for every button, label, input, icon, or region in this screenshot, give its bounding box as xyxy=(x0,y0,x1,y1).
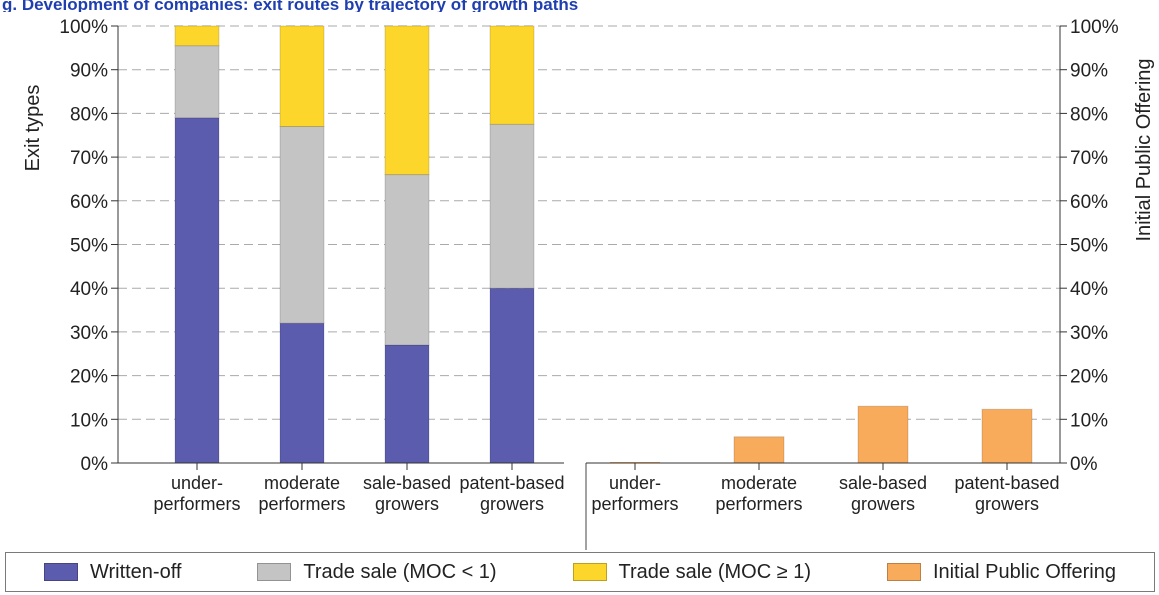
tick-labels: 0% 0% 10% 10% 20% 20% 30% 30% 40% 40% 50% 50% 60% 60%… xyxy=(59,17,1118,514)
y-tick-label-right: 80% xyxy=(1070,104,1108,125)
y-tick-label-left: 40% xyxy=(70,279,108,300)
bar-trade-sale-moc-1 xyxy=(489,25,535,125)
y-tick-label-right: 0% xyxy=(1070,454,1098,475)
y-tick-label-left: 20% xyxy=(70,367,108,388)
bar-written-off xyxy=(174,117,220,464)
y-tick-label-right: 70% xyxy=(1070,148,1108,169)
y-tick-label-right: 90% xyxy=(1070,61,1108,82)
legend: Written-off Trade sale (MOC < 1) Trade s… xyxy=(5,552,1155,592)
bar-written-off xyxy=(384,344,430,464)
x-tick-label: patent-based xyxy=(459,473,564,493)
bar-trade-sale-moc-1 xyxy=(384,174,430,346)
y-tick-label-right: 10% xyxy=(1070,410,1108,431)
bar-trade-sale-moc-1 xyxy=(489,123,535,289)
legend-item-ipo: Initial Public Offering xyxy=(886,560,1116,584)
bar-trade-sale-moc-1 xyxy=(384,25,430,176)
x-tick-label: growers xyxy=(375,494,439,514)
legend-swatch-trade-sale-moc-ge-1 xyxy=(572,563,607,581)
x-tick-label: performers xyxy=(715,494,802,514)
bars xyxy=(174,25,1033,464)
bar-trade-sale-moc-1 xyxy=(279,126,325,324)
y-tick-label-left: 80% xyxy=(70,104,108,125)
exit-routes-chart: g. Development of companies: exit routes… xyxy=(2,0,1155,550)
bar-written-off xyxy=(279,322,325,464)
legend-item-trade-sale-moc-ge-1: Trade sale (MOC ≥ 1) xyxy=(572,560,812,584)
y-tick-label-left: 10% xyxy=(70,410,108,431)
y-tick-label-right: 20% xyxy=(1070,367,1108,388)
y-tick-label-left: 60% xyxy=(70,192,108,213)
y-tick-label-left: 70% xyxy=(70,148,108,169)
x-tick-label: moderate xyxy=(721,473,797,493)
legend-item-trade-sale-moc-lt-1: Trade sale (MOC < 1) xyxy=(257,560,497,584)
legend-swatch-written-off xyxy=(43,563,78,581)
x-tick-label: growers xyxy=(975,494,1039,514)
bar-trade-sale-moc-1 xyxy=(174,25,220,47)
x-tick-label: growers xyxy=(851,494,915,514)
y-tick-label-right: 50% xyxy=(1070,236,1108,257)
x-tick-label: sale-based xyxy=(839,473,927,493)
chart-title: g. Development of companies: exit routes… xyxy=(2,0,578,14)
legend-label-trade-sale-moc-lt-1: Trade sale (MOC < 1) xyxy=(303,560,497,583)
y-tick-label-left: 50% xyxy=(70,236,108,257)
x-tick-label: performers xyxy=(153,494,240,514)
grid-lines xyxy=(118,25,1060,420)
legend-label-written-off: Written-off xyxy=(89,560,182,583)
y-tick-label-left: 30% xyxy=(70,323,108,344)
legend-swatch-trade-sale-moc-lt-1 xyxy=(257,563,292,581)
legend-item-written-off: Written-off xyxy=(43,560,182,584)
legend-swatch-ipo xyxy=(886,563,921,581)
legend-label-trade-sale-moc-ge-1: Trade sale (MOC ≥ 1) xyxy=(618,560,812,583)
y-tick-label-right: 60% xyxy=(1070,192,1108,213)
bar-initial-public-offering xyxy=(981,408,1033,464)
y-tick-label-left: 0% xyxy=(81,454,109,475)
x-tick-label: performers xyxy=(591,494,678,514)
bar-trade-sale-moc-1 xyxy=(279,25,325,128)
x-tick-label: performers xyxy=(258,494,345,514)
bar-written-off xyxy=(489,287,535,464)
x-tick-label: moderate xyxy=(264,473,340,493)
y-axis-label-right: Initial Public Offering xyxy=(1133,58,1155,241)
y-tick-label-right: 40% xyxy=(1070,279,1108,300)
bar-initial-public-offering xyxy=(857,405,909,464)
x-tick-label: sale-based xyxy=(363,473,451,493)
y-tick-label-right: 30% xyxy=(1070,323,1108,344)
bar-initial-public-offering xyxy=(733,436,785,464)
bar-trade-sale-moc-1 xyxy=(174,45,220,119)
legend-label-ipo: Initial Public Offering xyxy=(932,560,1116,583)
x-tick-label: growers xyxy=(480,494,544,514)
y-axis-label-left: Exit types xyxy=(22,85,44,172)
x-tick-label: patent-based xyxy=(954,473,1059,493)
x-tick-label: under- xyxy=(609,473,661,493)
axes xyxy=(111,25,1067,550)
y-tick-label-left: 100% xyxy=(59,17,108,38)
y-tick-label-left: 90% xyxy=(70,61,108,82)
x-tick-label: under- xyxy=(171,473,223,493)
y-tick-label-right: 100% xyxy=(1070,17,1119,38)
